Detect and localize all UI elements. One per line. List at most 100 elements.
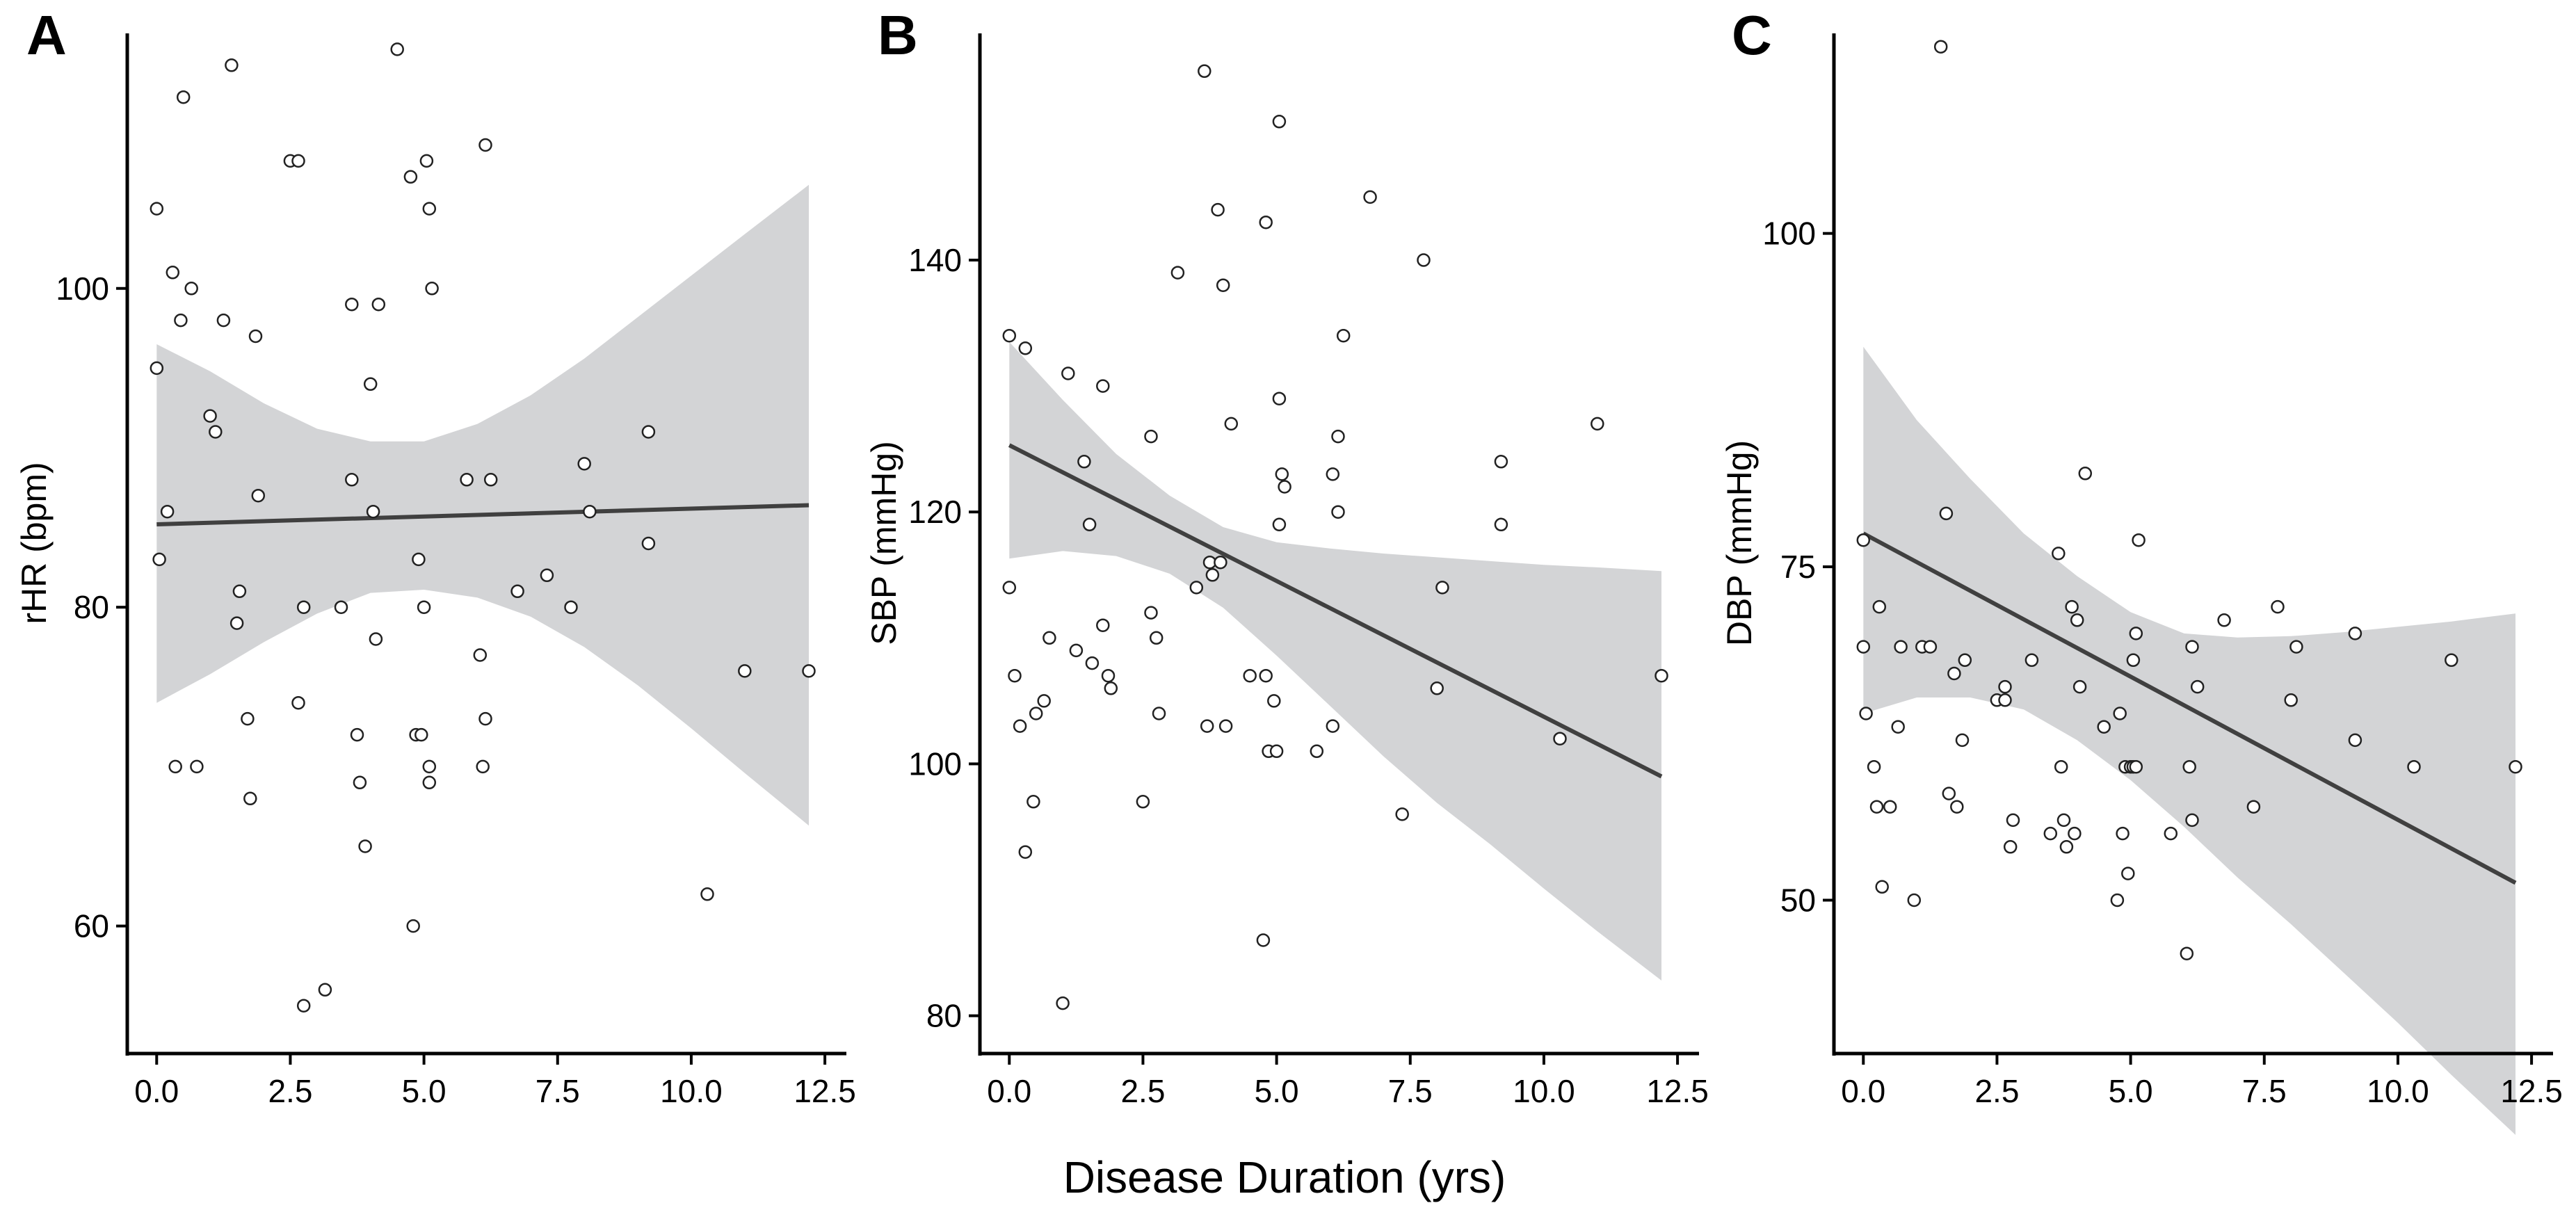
y-axis-title: SBP (mmHg) bbox=[864, 441, 903, 645]
x-tick-label: 10.0 bbox=[1513, 1073, 1575, 1109]
data-point bbox=[1061, 366, 1075, 380]
data-point bbox=[248, 329, 263, 344]
data-point bbox=[1144, 429, 1158, 444]
data-point bbox=[1326, 719, 1340, 733]
data-point bbox=[2129, 759, 2143, 774]
data-point bbox=[2509, 759, 2522, 774]
data-point bbox=[1211, 202, 1225, 217]
data-point bbox=[2116, 826, 2130, 841]
data-point bbox=[160, 504, 175, 519]
data-point bbox=[1950, 800, 1964, 814]
data-point bbox=[1494, 455, 1508, 469]
data-point bbox=[2348, 733, 2362, 748]
panel-a: A 0.0 2.5 5.0 7.5 10.0 12.5 60 80 100 rHR (bpm) bbox=[15, 4, 856, 1109]
data-point bbox=[1002, 581, 1017, 595]
data-point bbox=[2056, 813, 2071, 828]
data-point bbox=[412, 552, 426, 567]
data-point bbox=[1363, 190, 1377, 204]
data-point bbox=[318, 983, 332, 997]
data-point bbox=[1096, 618, 1110, 632]
data-point bbox=[417, 600, 431, 614]
confidence-band bbox=[1863, 346, 2515, 1136]
data-point bbox=[371, 297, 386, 312]
data-point bbox=[1037, 694, 1051, 708]
data-point bbox=[1267, 694, 1281, 708]
data-point bbox=[1933, 40, 1948, 54]
data-point bbox=[1955, 733, 1970, 748]
data-point bbox=[1859, 707, 1873, 720]
data-point bbox=[422, 759, 437, 774]
data-point bbox=[2097, 720, 2111, 734]
data-point bbox=[1002, 328, 1017, 343]
data-point bbox=[2070, 613, 2084, 627]
data-point bbox=[232, 584, 247, 599]
data-point bbox=[1243, 668, 1257, 683]
data-point bbox=[641, 425, 656, 439]
data-point bbox=[2185, 640, 2199, 654]
data-point bbox=[1947, 666, 1961, 681]
data-point bbox=[150, 202, 164, 216]
panel-letter-c: C bbox=[1732, 4, 1772, 66]
data-point bbox=[2348, 627, 2362, 640]
data-point bbox=[577, 457, 591, 471]
y-tick-label: 100 bbox=[1762, 216, 1816, 252]
data-point bbox=[422, 775, 437, 790]
data-point bbox=[1104, 681, 1118, 695]
data-point bbox=[2059, 840, 2074, 854]
data-point bbox=[296, 600, 311, 614]
data-point bbox=[1082, 517, 1097, 532]
data-point bbox=[291, 154, 305, 168]
data-point bbox=[419, 154, 434, 168]
data-point bbox=[241, 711, 255, 726]
data-point bbox=[478, 138, 492, 152]
data-point bbox=[184, 282, 198, 296]
data-point bbox=[1872, 599, 1887, 614]
data-point bbox=[2078, 467, 2093, 481]
data-point bbox=[2190, 679, 2205, 694]
confidence-band bbox=[156, 184, 810, 826]
data-point bbox=[209, 425, 223, 439]
data-point bbox=[334, 600, 348, 614]
x-tick-label: 5.0 bbox=[2109, 1073, 2153, 1109]
data-point bbox=[1077, 455, 1091, 469]
data-point bbox=[1069, 643, 1084, 658]
y-axis-title: DBP (mmHg) bbox=[1720, 440, 1759, 646]
data-point bbox=[1435, 581, 1449, 595]
data-point bbox=[1008, 668, 1022, 683]
data-point bbox=[390, 42, 404, 56]
data-point bbox=[243, 791, 257, 806]
data-point bbox=[2182, 759, 2196, 774]
data-point bbox=[2126, 653, 2141, 668]
data-point bbox=[2271, 599, 2285, 614]
data-point bbox=[738, 664, 752, 678]
data-point bbox=[2065, 599, 2079, 614]
confidence-band bbox=[1009, 341, 1661, 981]
y-axis-title: rHR (bpm) bbox=[15, 462, 54, 624]
data-point bbox=[422, 202, 437, 216]
x-tick-label: 5.0 bbox=[1255, 1073, 1299, 1109]
data-point bbox=[350, 727, 364, 742]
data-point bbox=[1205, 568, 1220, 582]
data-point bbox=[1278, 480, 1291, 494]
data-point bbox=[2284, 693, 2298, 707]
y-tick-label: 120 bbox=[908, 494, 962, 530]
panel-c: C 0.0 2.5 5.0 7.5 10.0 12.5 50 75 100 DBP (mmHg) bbox=[1720, 4, 2563, 1136]
data-point bbox=[2246, 800, 2261, 814]
data-point bbox=[1958, 653, 1972, 668]
data-point bbox=[225, 58, 239, 72]
data-point bbox=[1259, 668, 1273, 683]
data-point bbox=[1259, 215, 1273, 229]
x-tick-label: 2.5 bbox=[268, 1073, 312, 1109]
data-point bbox=[1869, 800, 1884, 814]
data-point bbox=[190, 759, 204, 774]
data-point bbox=[1027, 795, 1040, 809]
data-point bbox=[2164, 826, 2178, 841]
data-point bbox=[2121, 866, 2135, 880]
x-tick-label: 5.0 bbox=[402, 1073, 446, 1109]
data-point bbox=[366, 504, 380, 519]
data-point bbox=[1553, 732, 1567, 745]
data-point bbox=[406, 919, 420, 933]
data-point bbox=[150, 361, 164, 376]
data-point bbox=[1152, 707, 1166, 720]
y-tick-label: 100 bbox=[908, 745, 962, 782]
